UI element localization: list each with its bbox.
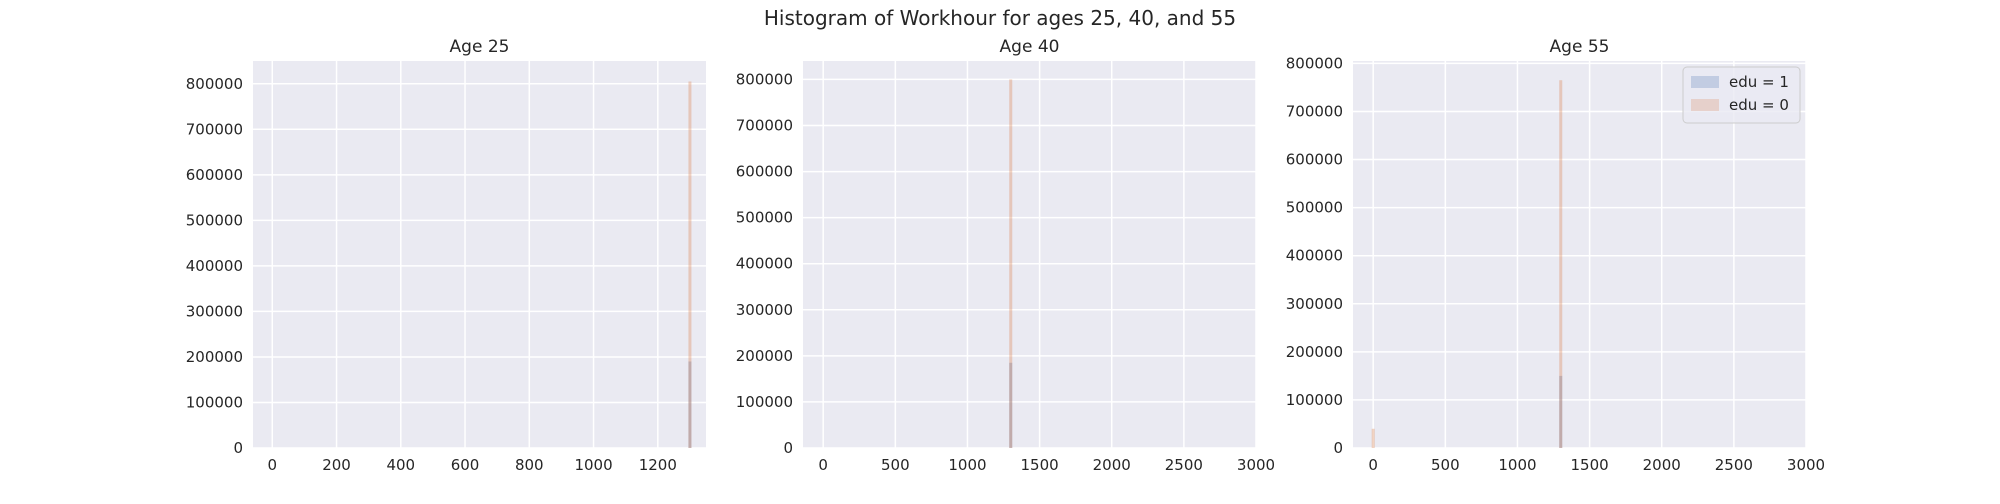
- y-tick-label: 300000: [186, 302, 243, 320]
- x-tick-label: 1500: [1021, 456, 1059, 474]
- subplot-2: 0 500 1000 1500 2000 2500 3000 0 100000 200000 300…: [736, 37, 1275, 474]
- x-tick-label: 2500: [1715, 456, 1753, 474]
- x-tick-label: 200: [322, 456, 351, 474]
- x-tick-label: 1500: [1571, 456, 1609, 474]
- y-tick-label: 700000: [186, 120, 243, 138]
- y-tick-label: 800000: [186, 75, 243, 93]
- x-tick-label: 2000: [1093, 456, 1131, 474]
- histogram-bar: [1559, 375, 1563, 448]
- subplot-3: 0 500 1000 1500 2000 2500 3000 0 100000 200000 300…: [1286, 37, 1825, 474]
- x-tick-label: 3000: [1237, 456, 1275, 474]
- histogram-bar: [1009, 362, 1013, 448]
- legend: edu = 1 edu = 0: [1682, 66, 1801, 124]
- y-tick-label: 300000: [1286, 295, 1343, 313]
- x-tick-label: 500: [881, 456, 910, 474]
- x-tick-label: 1000: [948, 456, 986, 474]
- y-tick-label: 200000: [186, 348, 243, 366]
- x-tick-label: 400: [386, 456, 415, 474]
- legend-label: edu = 0: [1729, 96, 1789, 114]
- y-tick-label: 500000: [186, 211, 243, 229]
- y-tick-label: 200000: [1286, 343, 1343, 361]
- histogram-bar: [1371, 428, 1375, 448]
- legend-swatch: [1691, 76, 1719, 88]
- y-tick-label: 400000: [1286, 247, 1343, 265]
- histogram-bar: [688, 81, 692, 449]
- x-tick-label: 1000: [574, 456, 612, 474]
- y-tick-label: 600000: [736, 163, 793, 181]
- y-tick-label: 500000: [1286, 199, 1343, 217]
- y-tick-label: 500000: [736, 209, 793, 227]
- y-tick-label: 800000: [736, 70, 793, 88]
- y-tick-label: 0: [233, 439, 243, 457]
- plot-background: [803, 61, 1256, 448]
- y-tick-label: 100000: [1286, 391, 1343, 409]
- x-tick-label: 1000: [1498, 456, 1536, 474]
- y-tick-label: 800000: [1286, 54, 1343, 72]
- y-tick-label: 700000: [1286, 102, 1343, 120]
- y-tick-label: 600000: [1286, 151, 1343, 169]
- subplot-1: 0 200 400 600 800 1000 1200 0 100000 200000 300000…: [186, 37, 706, 474]
- y-tick-label: 600000: [186, 166, 243, 184]
- x-tick-label: 3000: [1787, 456, 1825, 474]
- y-tick-label: 100000: [186, 393, 243, 411]
- subplot-title: Age 40: [1000, 37, 1060, 57]
- legend-box: [1682, 66, 1801, 124]
- y-tick-label: 700000: [736, 117, 793, 135]
- x-tick-label: 2000: [1643, 456, 1681, 474]
- y-tick-label: 0: [1333, 439, 1343, 457]
- x-tick-label: 2500: [1165, 456, 1203, 474]
- legend-swatch: [1691, 99, 1719, 111]
- legend-label: edu = 1: [1729, 73, 1789, 91]
- x-tick-label: 600: [451, 456, 480, 474]
- plot-background: [1353, 61, 1806, 448]
- plot-background: [253, 61, 706, 448]
- x-tick-label: 0: [268, 456, 278, 474]
- figure-title: Histogram of Workhour for ages 25, 40, a…: [763, 6, 1237, 30]
- y-tick-label: 200000: [736, 347, 793, 365]
- y-tick-label: 400000: [186, 257, 243, 275]
- subplot-title: Age 55: [1550, 37, 1610, 57]
- subplot-title: Age 25: [450, 37, 510, 57]
- y-tick-label: 100000: [736, 393, 793, 411]
- x-tick-label: 0: [818, 456, 828, 474]
- y-tick-label: 400000: [736, 255, 793, 273]
- y-tick-label: 0: [783, 439, 793, 457]
- x-tick-label: 500: [1431, 456, 1460, 474]
- y-tick-label: 300000: [736, 301, 793, 319]
- histogram-bar: [688, 361, 692, 448]
- histogram-bar: [1559, 80, 1563, 449]
- x-tick-label: 800: [515, 456, 544, 474]
- histogram-bar: [1009, 79, 1013, 448]
- x-tick-label: 0: [1368, 456, 1378, 474]
- x-tick-label: 1200: [639, 456, 677, 474]
